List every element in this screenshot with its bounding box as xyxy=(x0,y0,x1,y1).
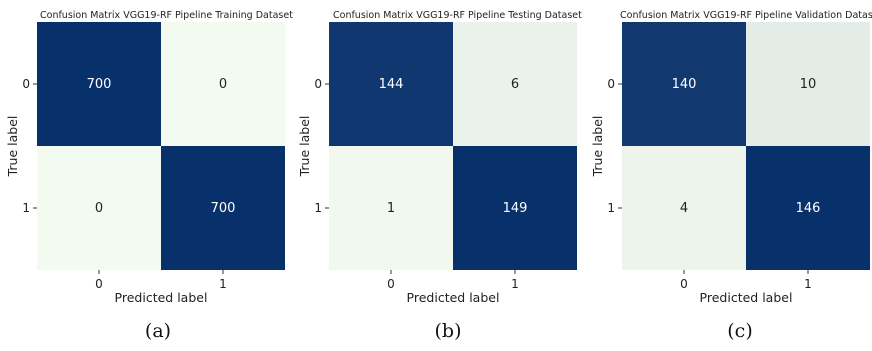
x-axis-label-testing: Predicted label xyxy=(407,290,500,305)
cell-value-label-training-r1-c0: 0 xyxy=(95,201,103,216)
y-tick-label-training-0: 0 xyxy=(22,77,30,91)
x-tick-label-validation-1: 1 xyxy=(804,277,812,291)
chart-title-validation: Confusion Matrix VGG19-RF Pipeline Valid… xyxy=(620,10,872,21)
cell-value-label-training-r1-c1: 700 xyxy=(211,201,236,216)
panel-caption-c: (c) xyxy=(727,320,753,342)
cell-value-label-validation-r1-c1: 146 xyxy=(796,201,821,216)
y-tick-label-training-1: 1 xyxy=(22,201,30,215)
x-tick-label-validation-0: 0 xyxy=(680,277,688,291)
confusion-matrix-validation-chart: Confusion Matrix VGG19-RF Pipeline Valid… xyxy=(590,10,872,305)
matrix-cell-validation-r1-c1 xyxy=(746,146,870,270)
matrix-cell-validation-r0-c0 xyxy=(622,22,746,146)
x-tick-label-training-1: 1 xyxy=(219,277,227,291)
y-axis-label-testing: True label xyxy=(297,116,312,178)
matrix-cell-training-r0-c0 xyxy=(37,22,161,146)
panel-caption-a: (a) xyxy=(144,320,172,342)
confusion-matrix-training-chart: Confusion Matrix VGG19-RF Pipeline Train… xyxy=(5,10,293,305)
matrix-cell-training-r0-c1 xyxy=(161,22,285,146)
y-tick-label-validation-0: 0 xyxy=(607,77,615,91)
x-tick-label-testing-0: 0 xyxy=(387,277,395,291)
y-axis-label-validation: True label xyxy=(590,116,605,178)
x-axis-label-validation: Predicted label xyxy=(700,290,793,305)
cell-value-label-validation-r0-c0: 140 xyxy=(672,77,697,92)
confusion-matrix-panel-validation: Confusion Matrix VGG19-RF Pipeline Valid… xyxy=(582,0,872,351)
cell-value-label-testing-r1-c0: 1 xyxy=(387,201,395,216)
matrix-cell-testing-r0-c1 xyxy=(453,22,577,146)
matrix-cell-validation-r1-c0 xyxy=(622,146,746,270)
confusion-matrix-panel-testing: Confusion Matrix VGG19-RF Pipeline Testi… xyxy=(295,0,585,351)
confusion-matrix-testing-chart: Confusion Matrix VGG19-RF Pipeline Testi… xyxy=(297,10,582,305)
cell-value-label-testing-r0-c0: 144 xyxy=(379,77,404,92)
confusion-matrix-panel-training: Confusion Matrix VGG19-RF Pipeline Train… xyxy=(0,0,293,351)
matrix-cell-validation-r0-c1 xyxy=(746,22,870,146)
cell-value-label-training-r0-c1: 0 xyxy=(219,77,227,92)
matrix-cell-training-r1-c0 xyxy=(37,146,161,270)
y-tick-label-testing-0: 0 xyxy=(314,77,322,91)
cell-value-label-training-r0-c0: 700 xyxy=(87,77,112,92)
matrix-cell-training-r1-c1 xyxy=(161,146,285,270)
panel-caption-b: (b) xyxy=(434,320,462,342)
y-tick-label-validation-1: 1 xyxy=(607,201,615,215)
matrix-cell-testing-r1-c1 xyxy=(453,146,577,270)
x-tick-label-testing-1: 1 xyxy=(511,277,519,291)
chart-title-testing: Confusion Matrix VGG19-RF Pipeline Testi… xyxy=(333,10,582,21)
cell-value-label-testing-r1-c1: 149 xyxy=(503,201,528,216)
x-axis-label-training: Predicted label xyxy=(115,290,208,305)
cell-value-label-validation-r1-c0: 4 xyxy=(680,201,688,216)
matrix-cell-testing-r0-c0 xyxy=(329,22,453,146)
cell-value-label-validation-r0-c1: 10 xyxy=(800,77,817,92)
x-tick-label-training-0: 0 xyxy=(95,277,103,291)
matrix-cell-testing-r1-c0 xyxy=(329,146,453,270)
y-axis-label-training: True label xyxy=(5,116,20,178)
cell-value-label-testing-r0-c1: 6 xyxy=(511,77,519,92)
y-tick-label-testing-1: 1 xyxy=(314,201,322,215)
chart-title-training: Confusion Matrix VGG19-RF Pipeline Train… xyxy=(40,10,293,21)
